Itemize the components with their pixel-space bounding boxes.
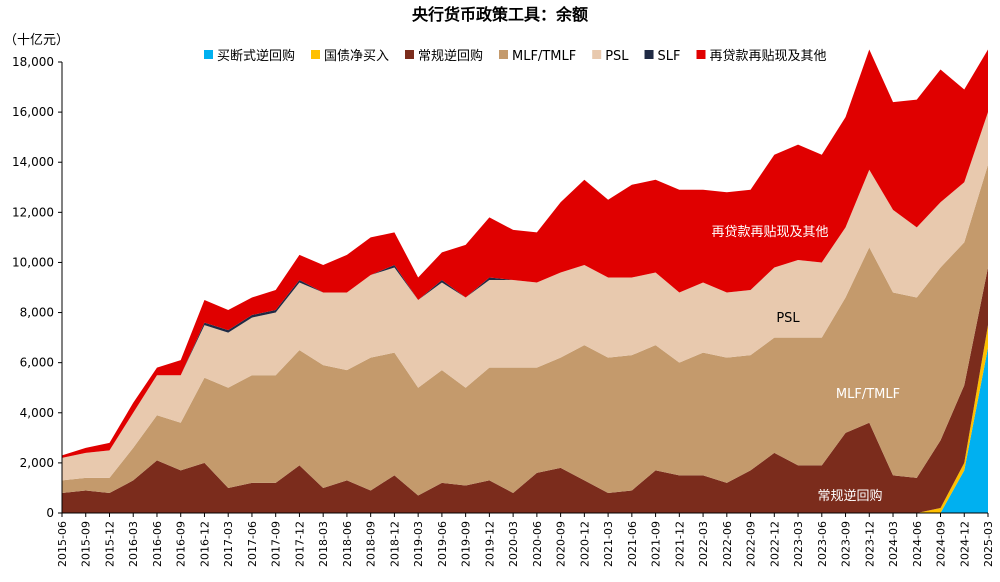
- y-tick-label: 14,000: [12, 155, 54, 169]
- x-tick-label: 2021-03: [602, 521, 615, 567]
- legend-swatch-6: [696, 50, 706, 59]
- legend-label-6: 再贷款再贴现及其他: [710, 49, 827, 64]
- x-tick-label: 2024-12: [958, 521, 971, 567]
- x-tick-label: 2021-12: [673, 521, 686, 567]
- x-tick-label: 2022-06: [721, 521, 734, 567]
- x-tick-label: 2019-06: [436, 521, 449, 567]
- legend-label-3: MLF/TMLF: [512, 49, 576, 64]
- y-tick-label: 0: [46, 506, 54, 520]
- x-tick-label: 2023-03: [792, 521, 805, 567]
- x-tick-label: 2016-09: [175, 521, 188, 567]
- x-tick-label: 2019-12: [483, 521, 496, 567]
- x-tick-label: 2023-09: [840, 521, 853, 567]
- x-tick-label: 2023-06: [816, 521, 829, 567]
- x-tick-label: 2019-03: [412, 521, 425, 567]
- legend-label-0: 买断式逆回购: [217, 48, 295, 64]
- chart-title: 央行货币政策工具：余额: [412, 5, 588, 24]
- label-reverse-repo: 常规逆回购: [817, 488, 882, 504]
- legend-label-1: 国债净买入: [324, 49, 389, 64]
- x-tick-label: 2017-09: [270, 521, 283, 567]
- x-tick-label: 2017-12: [293, 521, 306, 567]
- x-tick-label: 2024-09: [935, 521, 948, 567]
- x-tick-label: 2018-09: [365, 521, 378, 567]
- x-tick-label: 2022-12: [768, 521, 781, 567]
- x-tick-label: 2018-06: [341, 521, 354, 567]
- x-tick-label: 2020-03: [507, 521, 520, 567]
- legend-swatch-3: [499, 50, 509, 59]
- area-series-2: [62, 267, 988, 513]
- x-ticks: 2015-06 2015-09 2015-12 2016-03 2016-06 2016-…: [56, 513, 995, 567]
- y-tick-label: 4,000: [20, 406, 54, 420]
- axes: 0 2,000 4,000 6,000 8,000 10,000 12,000 14,000 1…: [12, 55, 995, 567]
- x-tick-label: 2018-03: [317, 521, 330, 567]
- label-mlf: MLF/TMLF: [836, 387, 900, 402]
- x-tick-label: 2022-09: [745, 521, 758, 567]
- x-tick-label: 2018-12: [388, 521, 401, 567]
- legend-swatch-5: [644, 50, 654, 59]
- y-axis-unit: （十亿元）: [4, 33, 69, 48]
- y-tick-label: 2,000: [20, 456, 54, 470]
- legend-label-2: 常规逆回购: [418, 48, 483, 64]
- legend-swatch-4: [592, 50, 602, 59]
- x-tick-label: 2020-12: [578, 521, 591, 567]
- x-tick-label: 2019-09: [460, 521, 473, 567]
- y-tick-label: 10,000: [12, 255, 54, 269]
- x-tick-label: 2021-09: [650, 521, 663, 567]
- x-tick-label: 2016-06: [151, 521, 164, 567]
- x-tick-label: 2015-06: [56, 521, 69, 567]
- label-relending: 再贷款再贴现及其他: [711, 225, 828, 240]
- area-series-4: [62, 112, 988, 481]
- legend-swatch-1: [311, 50, 321, 59]
- x-tick-label: 2023-12: [863, 521, 876, 567]
- area-series-3: [62, 164, 988, 496]
- legend-label-5: SLF: [658, 49, 681, 64]
- x-tick-label: 2025-03: [982, 521, 995, 567]
- label-psl: PSL: [776, 311, 800, 326]
- y-tick-label: 12,000: [12, 205, 54, 219]
- y-tick-label: 6,000: [20, 356, 54, 370]
- y-tick-label: 18,000: [12, 55, 54, 69]
- x-tick-label: 2015-12: [103, 521, 116, 567]
- y-tick-label: 8,000: [20, 306, 54, 320]
- x-tick-label: 2024-03: [887, 521, 900, 567]
- legend-label-4: PSL: [605, 49, 629, 64]
- y-ticks: 0 2,000 4,000 6,000 8,000 10,000 12,000 14,000 1…: [12, 55, 62, 520]
- x-tick-label: 2024-06: [911, 521, 924, 567]
- x-tick-label: 2015-09: [80, 521, 93, 567]
- x-tick-label: 2017-06: [246, 521, 259, 567]
- x-tick-label: 2017-03: [222, 521, 235, 567]
- x-tick-label: 2021-06: [626, 521, 639, 567]
- x-tick-label: 2016-03: [127, 521, 140, 567]
- stacked-areas: [62, 49, 988, 513]
- y-tick-label: 16,000: [12, 105, 54, 119]
- x-tick-label: 2020-09: [555, 521, 568, 567]
- x-tick-label: 2016-12: [198, 521, 211, 567]
- area-series-6: [62, 49, 988, 458]
- legend-swatch-0: [204, 50, 213, 59]
- legend-swatch-2: [405, 50, 415, 59]
- legend: 买断式逆回购 国债净买入 常规逆回购 MLF/TMLF PSL SLF 再贷款再贴现及其他: [204, 48, 827, 64]
- x-tick-label: 2022-03: [697, 521, 710, 567]
- x-tick-label: 2020-06: [531, 521, 544, 567]
